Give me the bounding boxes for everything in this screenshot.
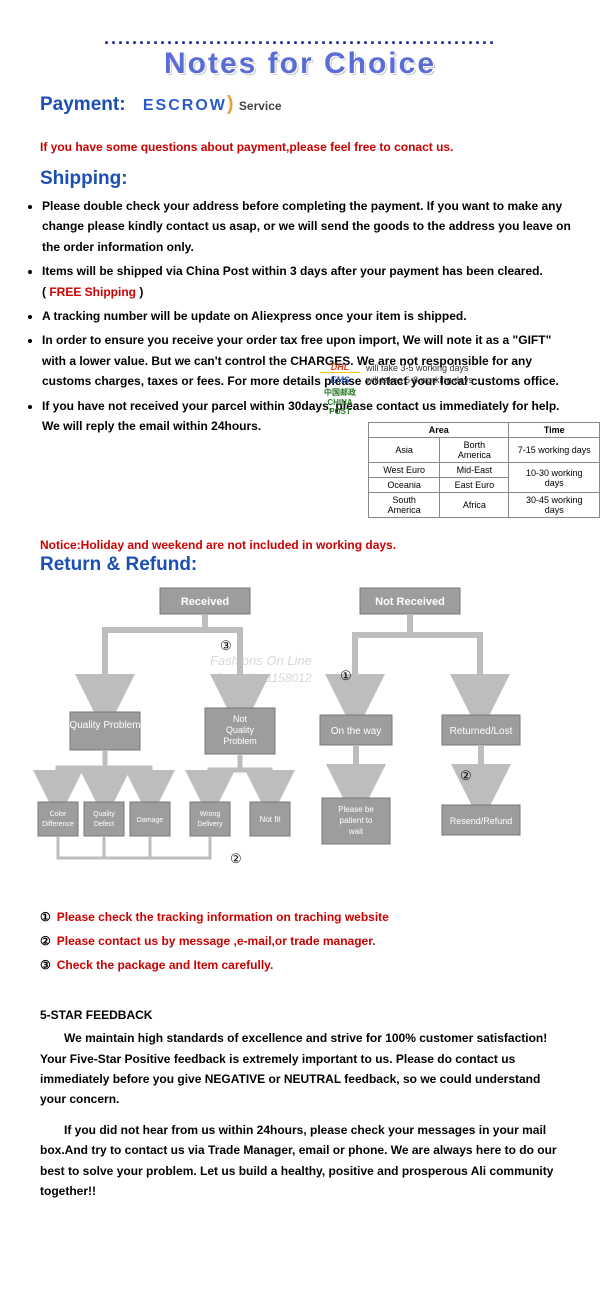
svg-text:Quality Problem: Quality Problem [69, 720, 140, 731]
table-row: Asia Borth America 7-15 working days [369, 438, 600, 463]
flow-node-on-the-way: On the way [320, 715, 392, 745]
carrier-note: will takes 5-8 working days [366, 375, 473, 385]
svg-text:Received: Received [181, 596, 229, 608]
table-cell: 30-45 working days [509, 493, 600, 518]
watermark: Fashions On Line [210, 653, 312, 668]
svg-text:Please be: Please be [338, 805, 374, 814]
chinapost-logo: 中国邮政 CHINA POST [320, 387, 360, 416]
flow-node-received: Received [160, 588, 250, 614]
main-title: Notes for Choice [0, 47, 600, 81]
shipping-bullet: In order to ensure you receive your orde… [42, 330, 574, 391]
shipping-time-table: Area Time Asia Borth America 7-15 workin… [368, 422, 600, 518]
table-cell: Asia [369, 438, 440, 463]
svg-text:Wrong: Wrong [200, 811, 221, 818]
svg-text:Defect: Defect [94, 821, 114, 828]
return-flowchart: Fashions On Line Store No.1158012 Receiv… [30, 580, 570, 900]
table-cell: East Euro [440, 478, 509, 493]
table-cell: Mid-East [440, 463, 509, 478]
shipping-bullet-text: Items will be shipped via China Post wit… [42, 264, 543, 278]
flow-node-wrong-delivery: Wrong Delivery [190, 802, 230, 836]
step-text: Check the package and Item carefully. [57, 958, 274, 972]
svg-text:wait: wait [348, 827, 364, 836]
table-cell: 7-15 working days [509, 438, 600, 463]
step-text: Please check the tracking information on… [57, 910, 389, 924]
circ1-marker: ① [340, 668, 352, 683]
watermark: Store No.1158012 [215, 671, 312, 685]
step-marker: ② [40, 934, 51, 948]
svg-text:Problem: Problem [223, 736, 257, 746]
feedback-p1: We maintain high standards of excellence… [40, 1028, 560, 1110]
escrow-service: Service [239, 99, 282, 113]
flow-node-not-quality-problem: Not Quality Problem [205, 708, 275, 754]
svg-text:Not fit: Not fit [260, 815, 282, 824]
dhl-logo: DHL [320, 362, 360, 373]
shipping-bullet: Please double check your address before … [42, 196, 574, 257]
table-row: West Euro Mid-East 10-30 working days [369, 463, 600, 478]
payment-row: Payment: ESCROW) Service [40, 93, 600, 116]
circ2-marker: ② [460, 768, 472, 783]
svg-text:On the way: On the way [331, 726, 382, 737]
dotline-top: ........................................… [0, 28, 600, 49]
step-marker: ③ [40, 958, 51, 972]
table-cell: South America [369, 493, 440, 518]
step-text: Please contact us by message ,e-mail,or … [57, 934, 376, 948]
flow-node-not-received: Not Received [360, 588, 460, 614]
svg-text:Quality: Quality [93, 811, 115, 818]
flow-node-quality-defect: Quality Defect [84, 802, 124, 836]
svg-text:Delivery: Delivery [197, 821, 223, 828]
table-header: Time [509, 423, 600, 438]
return-heading: Return & Refund: [40, 554, 600, 576]
free-shipping-label: FREE Shipping [49, 285, 136, 299]
svg-text:Color: Color [50, 811, 67, 818]
svg-text:patient to: patient to [340, 816, 373, 825]
escrow-paren: ) [227, 93, 234, 115]
free-suffix: ) [136, 285, 143, 299]
svg-text:Returned/Lost: Returned/Lost [450, 726, 513, 737]
flow-node-color-difference: Color Difference [38, 802, 78, 836]
circ3-marker: ③ [220, 638, 232, 653]
shipping-bullet: A tracking number will be update on Alie… [42, 306, 574, 326]
flow-node-quality-problem: Quality Problem [69, 712, 140, 750]
table-cell: Oceania [369, 478, 440, 493]
table-cell: West Euro [369, 463, 440, 478]
svg-text:Damage: Damage [137, 817, 164, 824]
table-cell: Borth America [440, 438, 509, 463]
table-cell: 10-30 working days [509, 463, 600, 493]
flow-node-returned-lost: Returned/Lost [442, 715, 520, 745]
ems-logo: EMS [320, 375, 360, 385]
step-2: ② Please contact us by message ,e-mail,or… [40, 934, 560, 948]
table-row: South America Africa 30-45 working days [369, 493, 600, 518]
feedback-heading: 5-STAR FEEDBACK [40, 1008, 560, 1022]
svg-text:Not: Not [233, 714, 248, 724]
svg-text:Not Received: Not Received [375, 596, 445, 608]
svg-text:Difference: Difference [42, 821, 74, 828]
step-3: ③ Check the package and Item carefully. [40, 958, 560, 972]
carrier-note: will take 3-5 working days [366, 363, 469, 373]
svg-text:Quality: Quality [226, 725, 255, 735]
feedback-p2: If you did not hear from us within 24hou… [40, 1120, 560, 1202]
flow-node-damage: Damage [130, 802, 170, 836]
shipping-bullet: Items will be shipped via China Post wit… [42, 261, 574, 302]
flow-node-please-wait: Please be patient to wait [322, 798, 390, 844]
svg-text:Resend/Refund: Resend/Refund [450, 816, 513, 826]
table-header: Area [369, 423, 509, 438]
table-cell: Africa [440, 493, 509, 518]
payment-label: Payment: [40, 94, 126, 115]
escrow-brand: ESCROW [143, 97, 227, 114]
shipping-bullets: Please double check your address before … [26, 196, 574, 436]
flow-node-resend-refund: Resend/Refund [442, 805, 520, 835]
holiday-notice: Notice:Holiday and weekend are not inclu… [40, 538, 600, 552]
flow-node-not-fit: Not fit [250, 802, 290, 836]
payment-note: If you have some questions about payment… [40, 140, 560, 154]
step-marker: ① [40, 910, 51, 924]
step-1: ① Please check the tracking information o… [40, 910, 560, 924]
circ2-marker-b: ② [230, 851, 242, 866]
table-row: Area Time [369, 423, 600, 438]
shipping-heading: Shipping: [40, 168, 600, 190]
